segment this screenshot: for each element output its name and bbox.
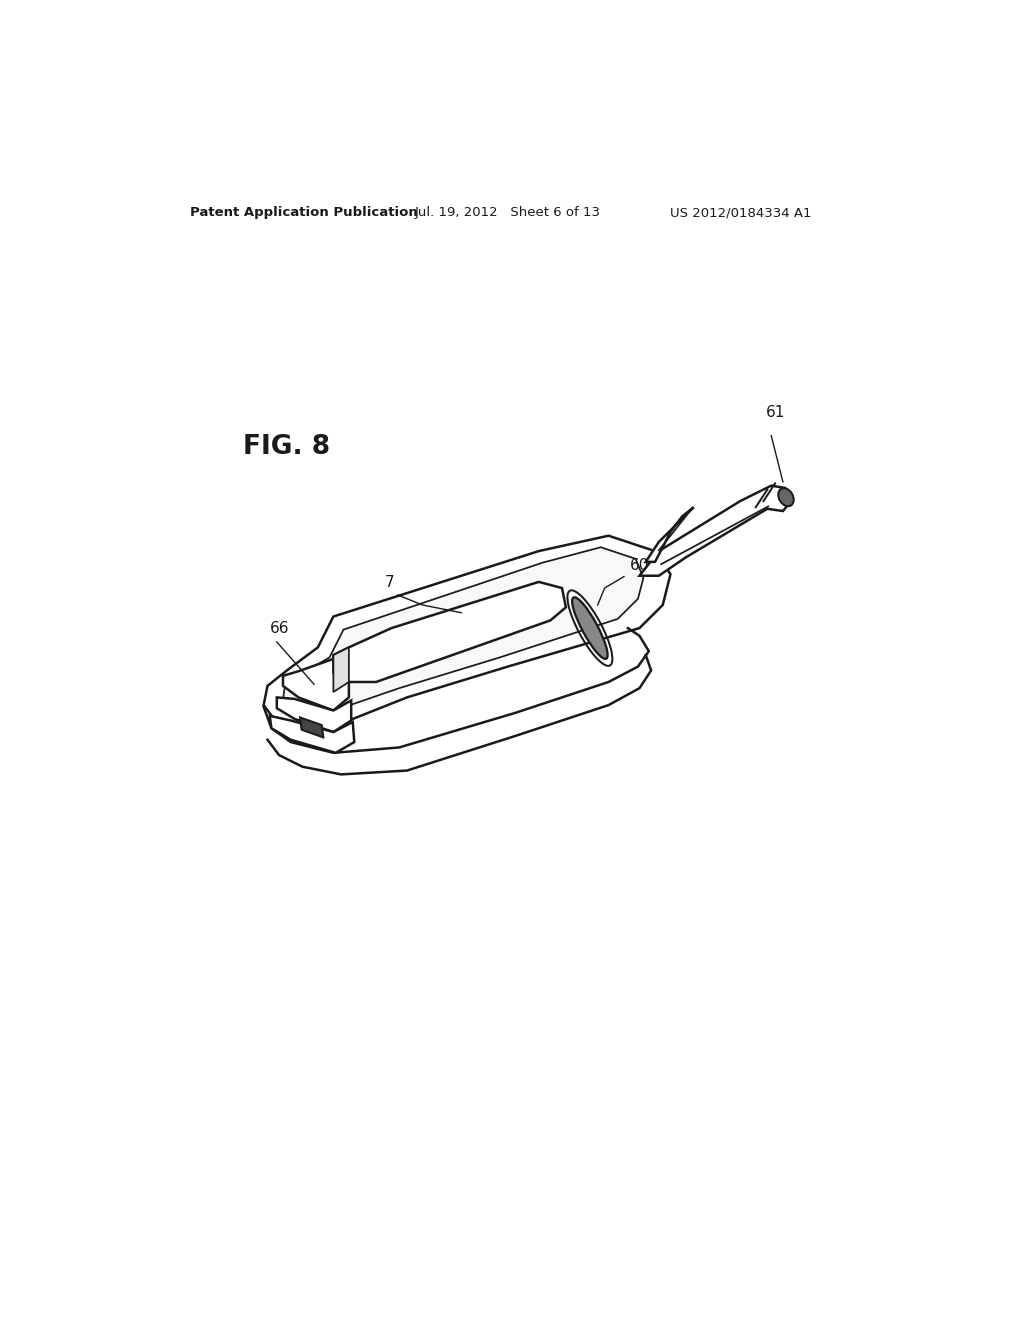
- Polygon shape: [334, 582, 566, 682]
- Text: Jul. 19, 2012   Sheet 6 of 13: Jul. 19, 2012 Sheet 6 of 13: [415, 206, 601, 219]
- Polygon shape: [300, 718, 324, 738]
- Text: FIG. 8: FIG. 8: [243, 434, 330, 461]
- Text: Patent Application Publication: Patent Application Publication: [190, 206, 418, 219]
- Text: 60: 60: [630, 557, 649, 573]
- Polygon shape: [270, 715, 354, 752]
- Polygon shape: [283, 659, 349, 710]
- Text: US 2012/0184334 A1: US 2012/0184334 A1: [671, 206, 812, 219]
- Polygon shape: [263, 536, 671, 729]
- Polygon shape: [283, 548, 643, 715]
- Ellipse shape: [778, 488, 794, 507]
- Ellipse shape: [572, 597, 607, 659]
- Polygon shape: [276, 697, 351, 733]
- Text: 7: 7: [385, 574, 395, 590]
- Polygon shape: [334, 647, 349, 692]
- Polygon shape: [640, 486, 792, 576]
- Text: 66: 66: [270, 620, 290, 636]
- Text: 61: 61: [766, 405, 785, 420]
- Polygon shape: [646, 507, 693, 562]
